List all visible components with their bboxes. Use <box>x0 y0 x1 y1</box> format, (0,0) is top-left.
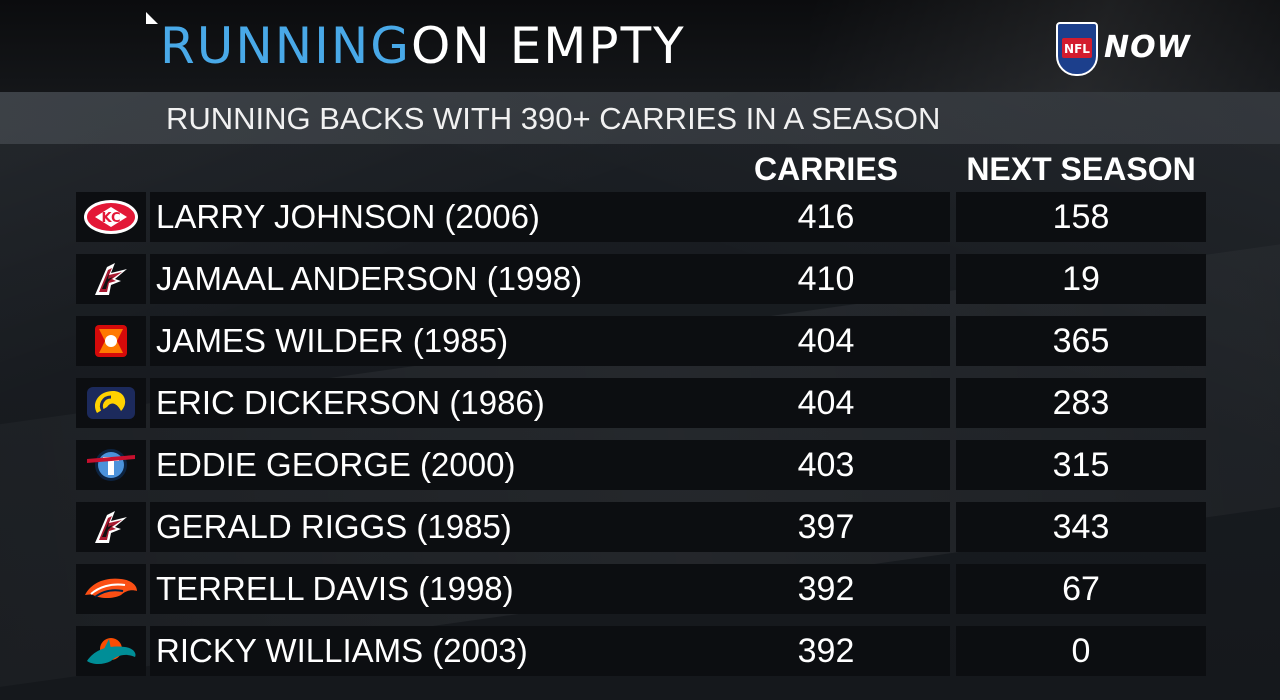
player-cell: JAMES WILDER (1985) <box>150 316 770 366</box>
player-name: EDDIE GEORGE (2000) <box>156 446 516 483</box>
table-row: KC LARRY JOHNSON (2006) 416 158 <box>76 192 1206 242</box>
table-row: JAMES WILDER (1985) 404 365 <box>76 316 1206 366</box>
player-cell: RICKY WILLIAMS (2003) <box>150 626 770 676</box>
titans-icon <box>81 445 141 485</box>
player-name: LARRY JOHNSON (2006) <box>156 198 540 235</box>
player-name: ERIC DICKERSON (1986) <box>156 384 545 421</box>
player-cell: JAMAAL ANDERSON (1998) <box>150 254 770 304</box>
carries-value: 403 <box>702 440 950 490</box>
next-season-value: 315 <box>956 440 1206 490</box>
player-name: JAMAAL ANDERSON (1998) <box>156 260 583 297</box>
player-cell: TERRELL DAVIS (1998) <box>150 564 770 614</box>
carries-value: 392 <box>702 564 950 614</box>
team-logo-cell <box>76 316 146 366</box>
rams-icon <box>81 383 141 423</box>
column-header-next-season: NEXT SEASON <box>966 151 1196 187</box>
player-name: GERALD RIGGS (1985) <box>156 508 512 545</box>
carries-value: 404 <box>702 316 950 366</box>
next-season-value: 158 <box>956 192 1206 242</box>
team-logo-cell <box>76 502 146 552</box>
next-season-value: 365 <box>956 316 1206 366</box>
carries-value: 416 <box>702 192 950 242</box>
player-cell: GERALD RIGGS (1985) <box>150 502 770 552</box>
carries-value: 397 <box>702 502 950 552</box>
next-season-value: 67 <box>956 564 1206 614</box>
player-name: RICKY WILLIAMS (2003) <box>156 632 528 669</box>
next-season-value: 343 <box>956 502 1206 552</box>
dolphins-icon <box>81 631 141 671</box>
corner-mark-icon <box>146 12 158 24</box>
page-title-accent: RUNNING <box>160 17 412 75</box>
table-row: JAMAAL ANDERSON (1998) 410 19 <box>76 254 1206 304</box>
table-row: EDDIE GEORGE (2000) 403 315 <box>76 440 1206 490</box>
falcons-icon <box>81 507 141 547</box>
carries-value: 410 <box>702 254 950 304</box>
next-season-value: 19 <box>956 254 1206 304</box>
next-season-value: 0 <box>956 626 1206 676</box>
logo-text: NFL <box>1064 42 1090 56</box>
buccaneers-icon <box>81 321 141 361</box>
table-row: RICKY WILLIAMS (2003) 392 0 <box>76 626 1206 676</box>
nfl-now-logo: NFL NOW <box>1056 22 1216 78</box>
broncos-icon <box>81 569 141 609</box>
team-logo-cell: KC <box>76 192 146 242</box>
carries-value: 404 <box>702 378 950 428</box>
subtitle-band <box>0 92 1280 144</box>
svg-text:KC: KC <box>101 211 120 226</box>
page-title: RUNNINGON EMPTY <box>160 16 686 76</box>
title-bar-sheen <box>810 0 1280 92</box>
logo-suffix: NOW <box>1104 30 1191 65</box>
player-name: TERRELL DAVIS (1998) <box>156 570 514 607</box>
team-logo-cell <box>76 254 146 304</box>
player-name: JAMES WILDER (1985) <box>156 322 509 359</box>
player-cell: LARRY JOHNSON (2006) <box>150 192 770 242</box>
team-logo-cell <box>76 440 146 490</box>
team-logo-cell <box>76 564 146 614</box>
table-row: ERIC DICKERSON (1986) 404 283 <box>76 378 1206 428</box>
next-season-value: 283 <box>956 378 1206 428</box>
column-header-carries: CARRIES <box>753 151 898 187</box>
team-logo-cell <box>76 378 146 428</box>
page-title-main: ON EMPTY <box>411 17 686 75</box>
table-row: TERRELL DAVIS (1998) 392 67 <box>76 564 1206 614</box>
nfl-shield-icon: NFL <box>1056 22 1098 76</box>
falcons-icon <box>81 259 141 299</box>
team-logo-cell <box>76 626 146 676</box>
chiefs-icon: KC <box>81 197 141 237</box>
subtitle: RUNNING BACKS WITH 390+ CARRIES IN A SEA… <box>166 101 941 136</box>
carries-value: 392 <box>702 626 950 676</box>
table-row: GERALD RIGGS (1985) 397 343 <box>76 502 1206 552</box>
player-cell: EDDIE GEORGE (2000) <box>150 440 770 490</box>
shield-band <box>1062 38 1092 58</box>
player-cell: ERIC DICKERSON (1986) <box>150 378 770 428</box>
